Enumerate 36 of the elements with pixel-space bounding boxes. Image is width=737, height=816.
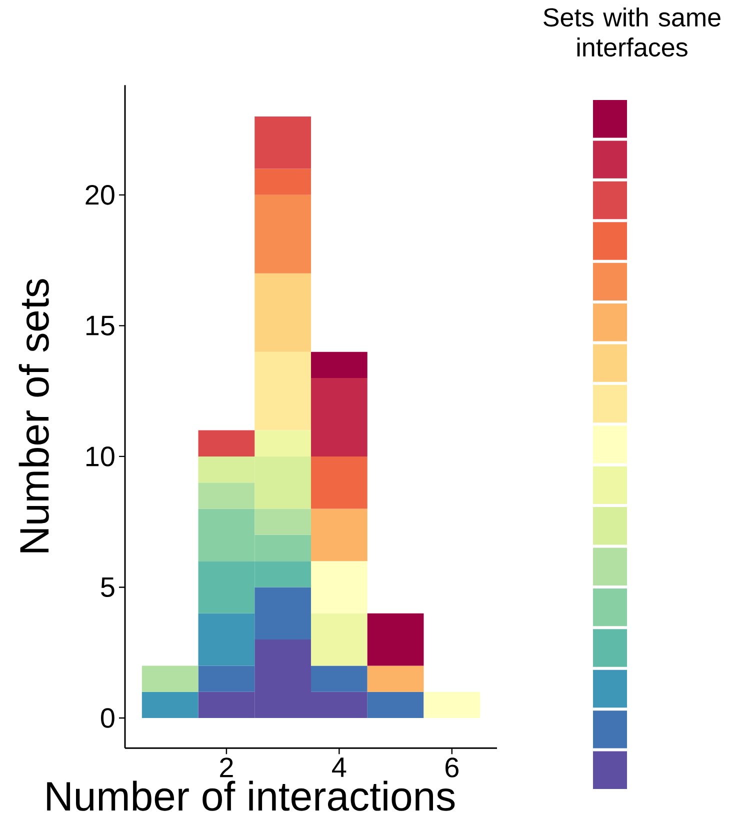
- y-tick-label: 20: [86, 185, 114, 205]
- bar: [310, 666, 368, 692]
- bar: [310, 352, 368, 378]
- y-tick-label: 10: [86, 446, 114, 466]
- bar: [310, 613, 368, 666]
- bar: [254, 587, 311, 640]
- bar: [198, 430, 255, 456]
- bar: [310, 456, 368, 509]
- bar: [254, 273, 311, 352]
- bar: [254, 116, 311, 169]
- bar: [142, 692, 198, 718]
- bar: [198, 482, 255, 509]
- bar: [367, 692, 424, 718]
- x-tick-label: 4: [332, 758, 346, 777]
- bar: [367, 666, 424, 692]
- y-axis-title: Number of sets: [18, 279, 49, 552]
- bar: [198, 666, 255, 692]
- bar: [254, 508, 311, 535]
- y-tick-label: 5: [101, 577, 114, 598]
- bar: [367, 613, 424, 666]
- bar: [254, 168, 311, 195]
- bar: [254, 352, 311, 430]
- bar: [310, 508, 368, 562]
- bar: [254, 430, 311, 456]
- x-tick-label: 6: [446, 758, 458, 778]
- bar: [310, 561, 368, 614]
- bar: [142, 666, 198, 692]
- x-axis-title: Number of interactions: [47, 780, 455, 811]
- y-tick-label: 15: [86, 316, 114, 336]
- y-tick-label: 0: [101, 708, 114, 728]
- bar: [310, 378, 368, 456]
- legend-title: Sets with same interfaces: [544, 8, 720, 57]
- bar: [254, 194, 311, 274]
- bar: [198, 613, 255, 666]
- x-tick-label: 2: [220, 758, 233, 778]
- bar: [424, 692, 480, 718]
